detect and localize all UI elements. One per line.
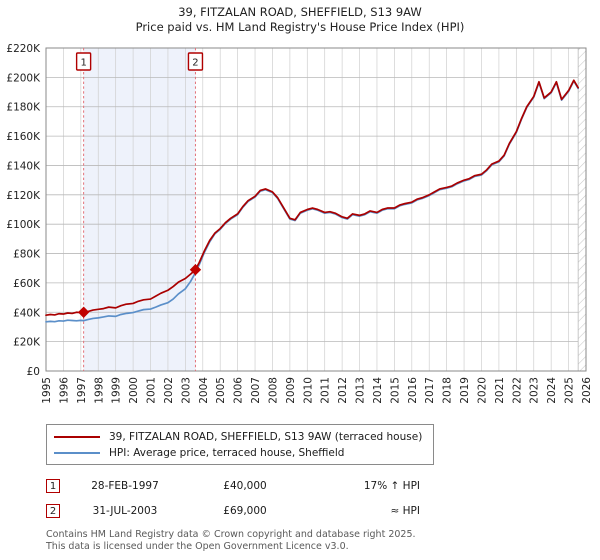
series-line-price-paid bbox=[45, 79, 580, 317]
transactions-table: 1 28-FEB-1997 £40,000 17% ↑ HPI 2 31-JUL… bbox=[46, 473, 466, 523]
plot-frame bbox=[45, 47, 587, 372]
x-axis-tick-label: 2002 bbox=[163, 377, 175, 404]
legend-label-hpi: HPI: Average price, terraced house, Shef… bbox=[109, 447, 345, 459]
transaction-period-band bbox=[83, 48, 196, 371]
x-axis-tick-label: 2013 bbox=[355, 377, 367, 404]
footer-licence-line: This data is licensed under the Open Gov… bbox=[46, 540, 349, 552]
transaction-marker-label: 1 bbox=[80, 58, 86, 69]
x-axis-tick-label: 2021 bbox=[494, 377, 506, 404]
y-axis-tick-label: £220K bbox=[6, 43, 41, 55]
x-axis-tick-label: 2017 bbox=[424, 377, 436, 404]
x-axis-tick-label: 2004 bbox=[198, 377, 210, 404]
y-axis-tick-label: £120K bbox=[6, 190, 41, 202]
x-axis-tick-label: 2010 bbox=[302, 377, 314, 404]
x-axis-tick-label: 2015 bbox=[389, 377, 401, 404]
table-row: 2 31-JUL-2003 £69,000 ≈ HPI bbox=[46, 498, 466, 523]
transaction-date: 28-FEB-1997 bbox=[91, 479, 159, 492]
x-axis-tick-label: 1995 bbox=[41, 377, 53, 404]
transaction-index-badge: 2 bbox=[46, 503, 60, 518]
x-axis-tick-label: 1999 bbox=[111, 377, 123, 404]
x-axis-tick-label: 2012 bbox=[337, 377, 349, 404]
x-axis-tick-label: 2023 bbox=[529, 377, 541, 404]
x-axis-tick-label: 2000 bbox=[128, 377, 140, 404]
y-axis-tick-label: £160K bbox=[6, 131, 41, 143]
x-axis-tick-label: 2014 bbox=[372, 377, 384, 404]
page-title: 39, FITZALAN ROAD, SHEFFIELD, S13 9AW bbox=[178, 5, 422, 19]
transaction-hpi-delta: ≈ HPI bbox=[390, 504, 420, 517]
x-axis-tick-label: 1996 bbox=[58, 377, 70, 404]
transaction-marker-label: 2 bbox=[192, 58, 198, 69]
chart-title-block: 39, FITZALAN ROAD, SHEFFIELD, S13 9AW Pr… bbox=[0, 0, 600, 35]
chart-legend: 39, FITZALAN ROAD, SHEFFIELD, S13 9AW (t… bbox=[46, 424, 434, 465]
x-axis-tick-label: 2026 bbox=[581, 377, 593, 404]
x-axis-tick-label: 2006 bbox=[233, 377, 245, 404]
y-axis-tick-label: £80K bbox=[13, 249, 41, 261]
y-axis-tick-label: £40K bbox=[13, 307, 41, 319]
transaction-price: £69,000 bbox=[223, 504, 267, 517]
x-axis-tick-label: 2019 bbox=[459, 377, 471, 404]
transaction-marker-box[interactable] bbox=[187, 52, 204, 71]
legend-swatch-blue-icon bbox=[54, 452, 100, 454]
legend-item-hpi: HPI: Average price, terraced house, Shef… bbox=[47, 445, 433, 461]
chart-plot: £0 £20K £40K £60K £80K £100K £120K £140K £160K £1… bbox=[6, 43, 593, 404]
y-axis-tick-label: £100K bbox=[6, 219, 41, 231]
transaction-index-badge: 1 bbox=[46, 478, 60, 493]
page-subtitle: Price paid vs. HM Land Registry's House … bbox=[135, 20, 465, 34]
footer-attribution: Contains HM Land Registry data © Crown c… bbox=[46, 529, 566, 552]
x-axis-tick-label: 2024 bbox=[546, 377, 558, 404]
y-axis-tick-label: £0 bbox=[27, 366, 40, 378]
transaction-date: 31-JUL-2003 bbox=[92, 504, 158, 517]
x-axis-tick-label: 2007 bbox=[250, 377, 262, 404]
y-axis-tick-label: £60K bbox=[13, 278, 41, 290]
transaction-hpi-delta: 17% ↑ HPI bbox=[363, 479, 420, 492]
legend-item-price-paid: 39, FITZALAN ROAD, SHEFFIELD, S13 9AW (t… bbox=[47, 429, 433, 445]
transaction-point-marker[interactable] bbox=[189, 263, 202, 276]
y-axis-tick-label: £200K bbox=[6, 72, 41, 84]
x-axis-tick-label: 2022 bbox=[511, 377, 523, 404]
x-axis-tick-label: 1997 bbox=[76, 377, 88, 404]
x-axis-tick-label: 2003 bbox=[180, 377, 192, 404]
future-data-band bbox=[577, 47, 587, 372]
x-axis-tick-label: 2009 bbox=[285, 377, 297, 404]
x-axis-tick-label: 2008 bbox=[267, 377, 279, 404]
y-axis-tick-label: £20K bbox=[13, 337, 41, 349]
x-axis-tick-label: 1998 bbox=[93, 377, 105, 404]
transaction-point-marker[interactable] bbox=[77, 306, 90, 318]
table-row: 1 28-FEB-1997 £40,000 17% ↑ HPI bbox=[46, 473, 466, 498]
x-axis-tick-label: 2016 bbox=[407, 377, 419, 404]
transaction-marker-box[interactable] bbox=[75, 52, 92, 71]
transaction-price: £40,000 bbox=[223, 479, 267, 492]
x-axis-tick-label: 2020 bbox=[476, 377, 488, 404]
y-axis-tick-label: £180K bbox=[6, 102, 41, 114]
x-axis-tick-label: 2001 bbox=[146, 377, 158, 404]
x-axis-tick-label: 2018 bbox=[442, 377, 454, 404]
y-axis-tick-label: £140K bbox=[6, 160, 41, 172]
x-axis-tick-label: 2025 bbox=[564, 377, 576, 404]
footer-copyright-line: Contains HM Land Registry data © Crown c… bbox=[46, 529, 416, 540]
x-axis-tick-label: 2005 bbox=[215, 377, 227, 404]
legend-swatch-red-icon bbox=[54, 436, 100, 438]
legend-label-price-paid: 39, FITZALAN ROAD, SHEFFIELD, S13 9AW (t… bbox=[109, 431, 423, 443]
x-axis-tick-label: 2011 bbox=[320, 377, 332, 404]
